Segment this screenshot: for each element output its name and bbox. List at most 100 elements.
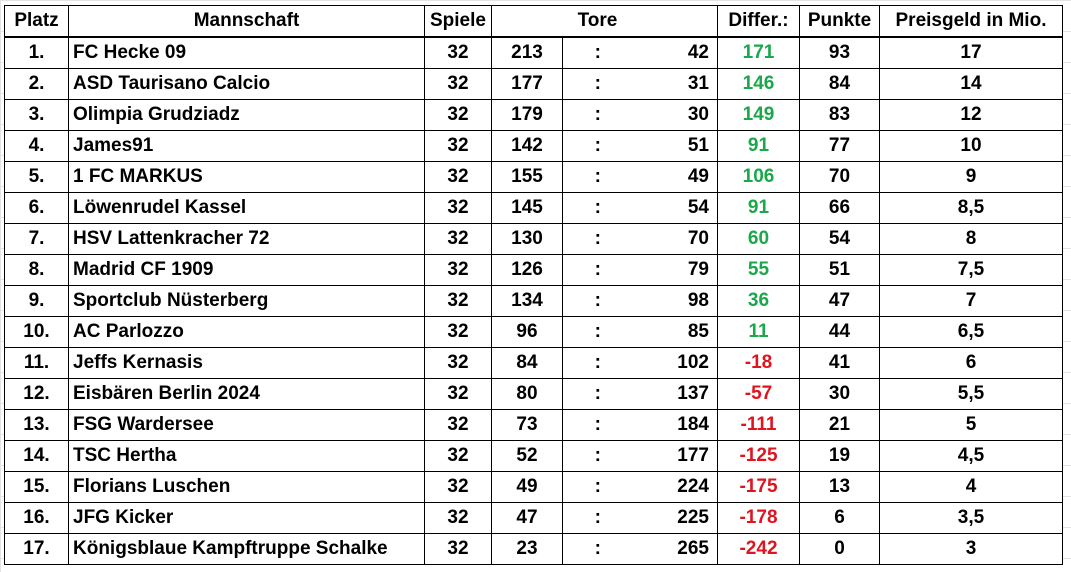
cell-platz: 7. — [4, 223, 69, 255]
cell-differenz: -57 — [717, 378, 800, 410]
cell-preisgeld: 6 — [879, 347, 1063, 379]
cell-punkte: 47 — [799, 285, 880, 317]
table-row: 17. Königsblaue Kampftruppe Schalke 32 23:2… — [4, 533, 1063, 565]
cell-tore-minus: 79 — [632, 254, 718, 286]
table-row: 14. TSC Hertha 32 52:177 -125 19 4,5 — [4, 440, 1063, 472]
cell-platz: 9. — [4, 285, 69, 317]
cell-punkte: 41 — [799, 347, 880, 379]
cell-punkte: 84 — [799, 68, 880, 100]
cell-tore-minus: 30 — [632, 99, 718, 131]
cell-tore-separator: : — [562, 347, 633, 379]
cell-tore-plus: 47 — [491, 502, 563, 534]
cell-differenz: -175 — [717, 471, 800, 503]
cell-spiele: 32 — [424, 68, 492, 100]
table-row: 9. Sportclub Nüsterberg 32 134:98 36 47 7 — [4, 285, 1063, 317]
cell-spiele: 32 — [424, 192, 492, 224]
cell-preisgeld: 8,5 — [879, 192, 1063, 224]
cell-preisgeld: 10 — [879, 130, 1063, 162]
cell-differenz: -178 — [717, 502, 800, 534]
cell-team: AC Parlozzo — [68, 316, 425, 348]
cell-punkte: 51 — [799, 254, 880, 286]
cell-preisgeld: 4 — [879, 471, 1063, 503]
cell-team: Königsblaue Kampftruppe Schalke — [68, 533, 425, 565]
cell-platz: 6. — [4, 192, 69, 224]
cell-tore-minus: 265 — [632, 533, 718, 565]
table-row: 12. Eisbären Berlin 2024 32 80:137 -57 30 5,5 — [4, 378, 1063, 410]
table-row: 2. ASD Taurisano Calcio 32 177:31 146 84 14 — [4, 68, 1063, 100]
cell-tore-minus: 98 — [632, 285, 718, 317]
cell-spiele: 32 — [424, 347, 492, 379]
cell-spiele: 32 — [424, 440, 492, 472]
cell-tore-separator: : — [562, 285, 633, 317]
cell-tore-separator: : — [562, 533, 633, 565]
cell-punkte: 54 — [799, 223, 880, 255]
cell-spiele: 32 — [424, 161, 492, 193]
cell-team: Olimpia Grudziadz — [68, 99, 425, 131]
cell-tore-minus: 54 — [632, 192, 718, 224]
cell-spiele: 32 — [424, 36, 492, 69]
cell-platz: 3. — [4, 99, 69, 131]
cell-tore-minus: 102 — [632, 347, 718, 379]
cell-tore-separator: : — [562, 440, 633, 472]
cell-tore-separator: : — [562, 471, 633, 503]
cell-differenz: 11 — [717, 316, 800, 348]
cell-tore-minus: 137 — [632, 378, 718, 410]
cell-differenz: 106 — [717, 161, 800, 193]
standings-table: Platz Mannschaft Spiele Tore Differ.: Pu… — [4, 5, 1063, 565]
cell-differenz: 171 — [717, 36, 800, 69]
cell-tore-minus: 177 — [632, 440, 718, 472]
header-platz: Platz — [4, 5, 69, 38]
cell-tore-minus: 184 — [632, 409, 718, 441]
cell-tore-separator: : — [562, 378, 633, 410]
header-tore: Tore — [562, 5, 633, 38]
cell-tore-minus: 225 — [632, 502, 718, 534]
cell-punkte: 93 — [799, 36, 880, 69]
cell-team: Madrid CF 1909 — [68, 254, 425, 286]
cell-punkte: 30 — [799, 378, 880, 410]
cell-preisgeld: 8 — [879, 223, 1063, 255]
cell-punkte: 6 — [799, 502, 880, 534]
cell-differenz: -18 — [717, 347, 800, 379]
cell-tore-separator: : — [562, 254, 633, 286]
cell-tore-minus: 85 — [632, 316, 718, 348]
cell-spiele: 32 — [424, 285, 492, 317]
cell-tore-separator: : — [562, 223, 633, 255]
cell-differenz: 55 — [717, 254, 800, 286]
cell-team: Sportclub Nüsterberg — [68, 285, 425, 317]
cell-tore-separator: : — [562, 192, 633, 224]
header-punkte: Punkte — [799, 5, 880, 38]
cell-tore-separator: : — [562, 502, 633, 534]
cell-spiele: 32 — [424, 99, 492, 131]
cell-tore-plus: 213 — [491, 36, 563, 69]
cell-tore-plus: 52 — [491, 440, 563, 472]
cell-team: TSC Hertha — [68, 440, 425, 472]
cell-tore-plus: 130 — [491, 223, 563, 255]
header-tore-right-blank — [632, 5, 718, 38]
table-row: 10. AC Parlozzo 32 96:85 11 44 6,5 — [4, 316, 1063, 348]
cell-preisgeld: 3,5 — [879, 502, 1063, 534]
cell-spiele: 32 — [424, 254, 492, 286]
cell-spiele: 32 — [424, 316, 492, 348]
cell-tore-plus: 84 — [491, 347, 563, 379]
cell-preisgeld: 17 — [879, 36, 1063, 69]
cell-tore-minus: 42 — [632, 36, 718, 69]
cell-team: Jeffs Kernasis — [68, 347, 425, 379]
cell-differenz: 60 — [717, 223, 800, 255]
cell-platz: 4. — [4, 130, 69, 162]
cell-differenz: 91 — [717, 130, 800, 162]
cell-platz: 12. — [4, 378, 69, 410]
cell-tore-minus: 51 — [632, 130, 718, 162]
cell-tore-minus: 49 — [632, 161, 718, 193]
cell-team: ASD Taurisano Calcio — [68, 68, 425, 100]
table-row: 7. HSV Lattenkracher 72 32 130:70 60 54 8 — [4, 223, 1063, 255]
cell-preisgeld: 5 — [879, 409, 1063, 441]
cell-preisgeld: 7 — [879, 285, 1063, 317]
table-row: 13. FSG Wardersee 32 73:184 -111 21 5 — [4, 409, 1063, 441]
cell-spiele: 32 — [424, 409, 492, 441]
cell-preisgeld: 12 — [879, 99, 1063, 131]
cell-platz: 1. — [4, 36, 69, 69]
cell-preisgeld: 7,5 — [879, 254, 1063, 286]
cell-tore-separator: : — [562, 68, 633, 100]
cell-spiele: 32 — [424, 223, 492, 255]
cell-punkte: 13 — [799, 471, 880, 503]
